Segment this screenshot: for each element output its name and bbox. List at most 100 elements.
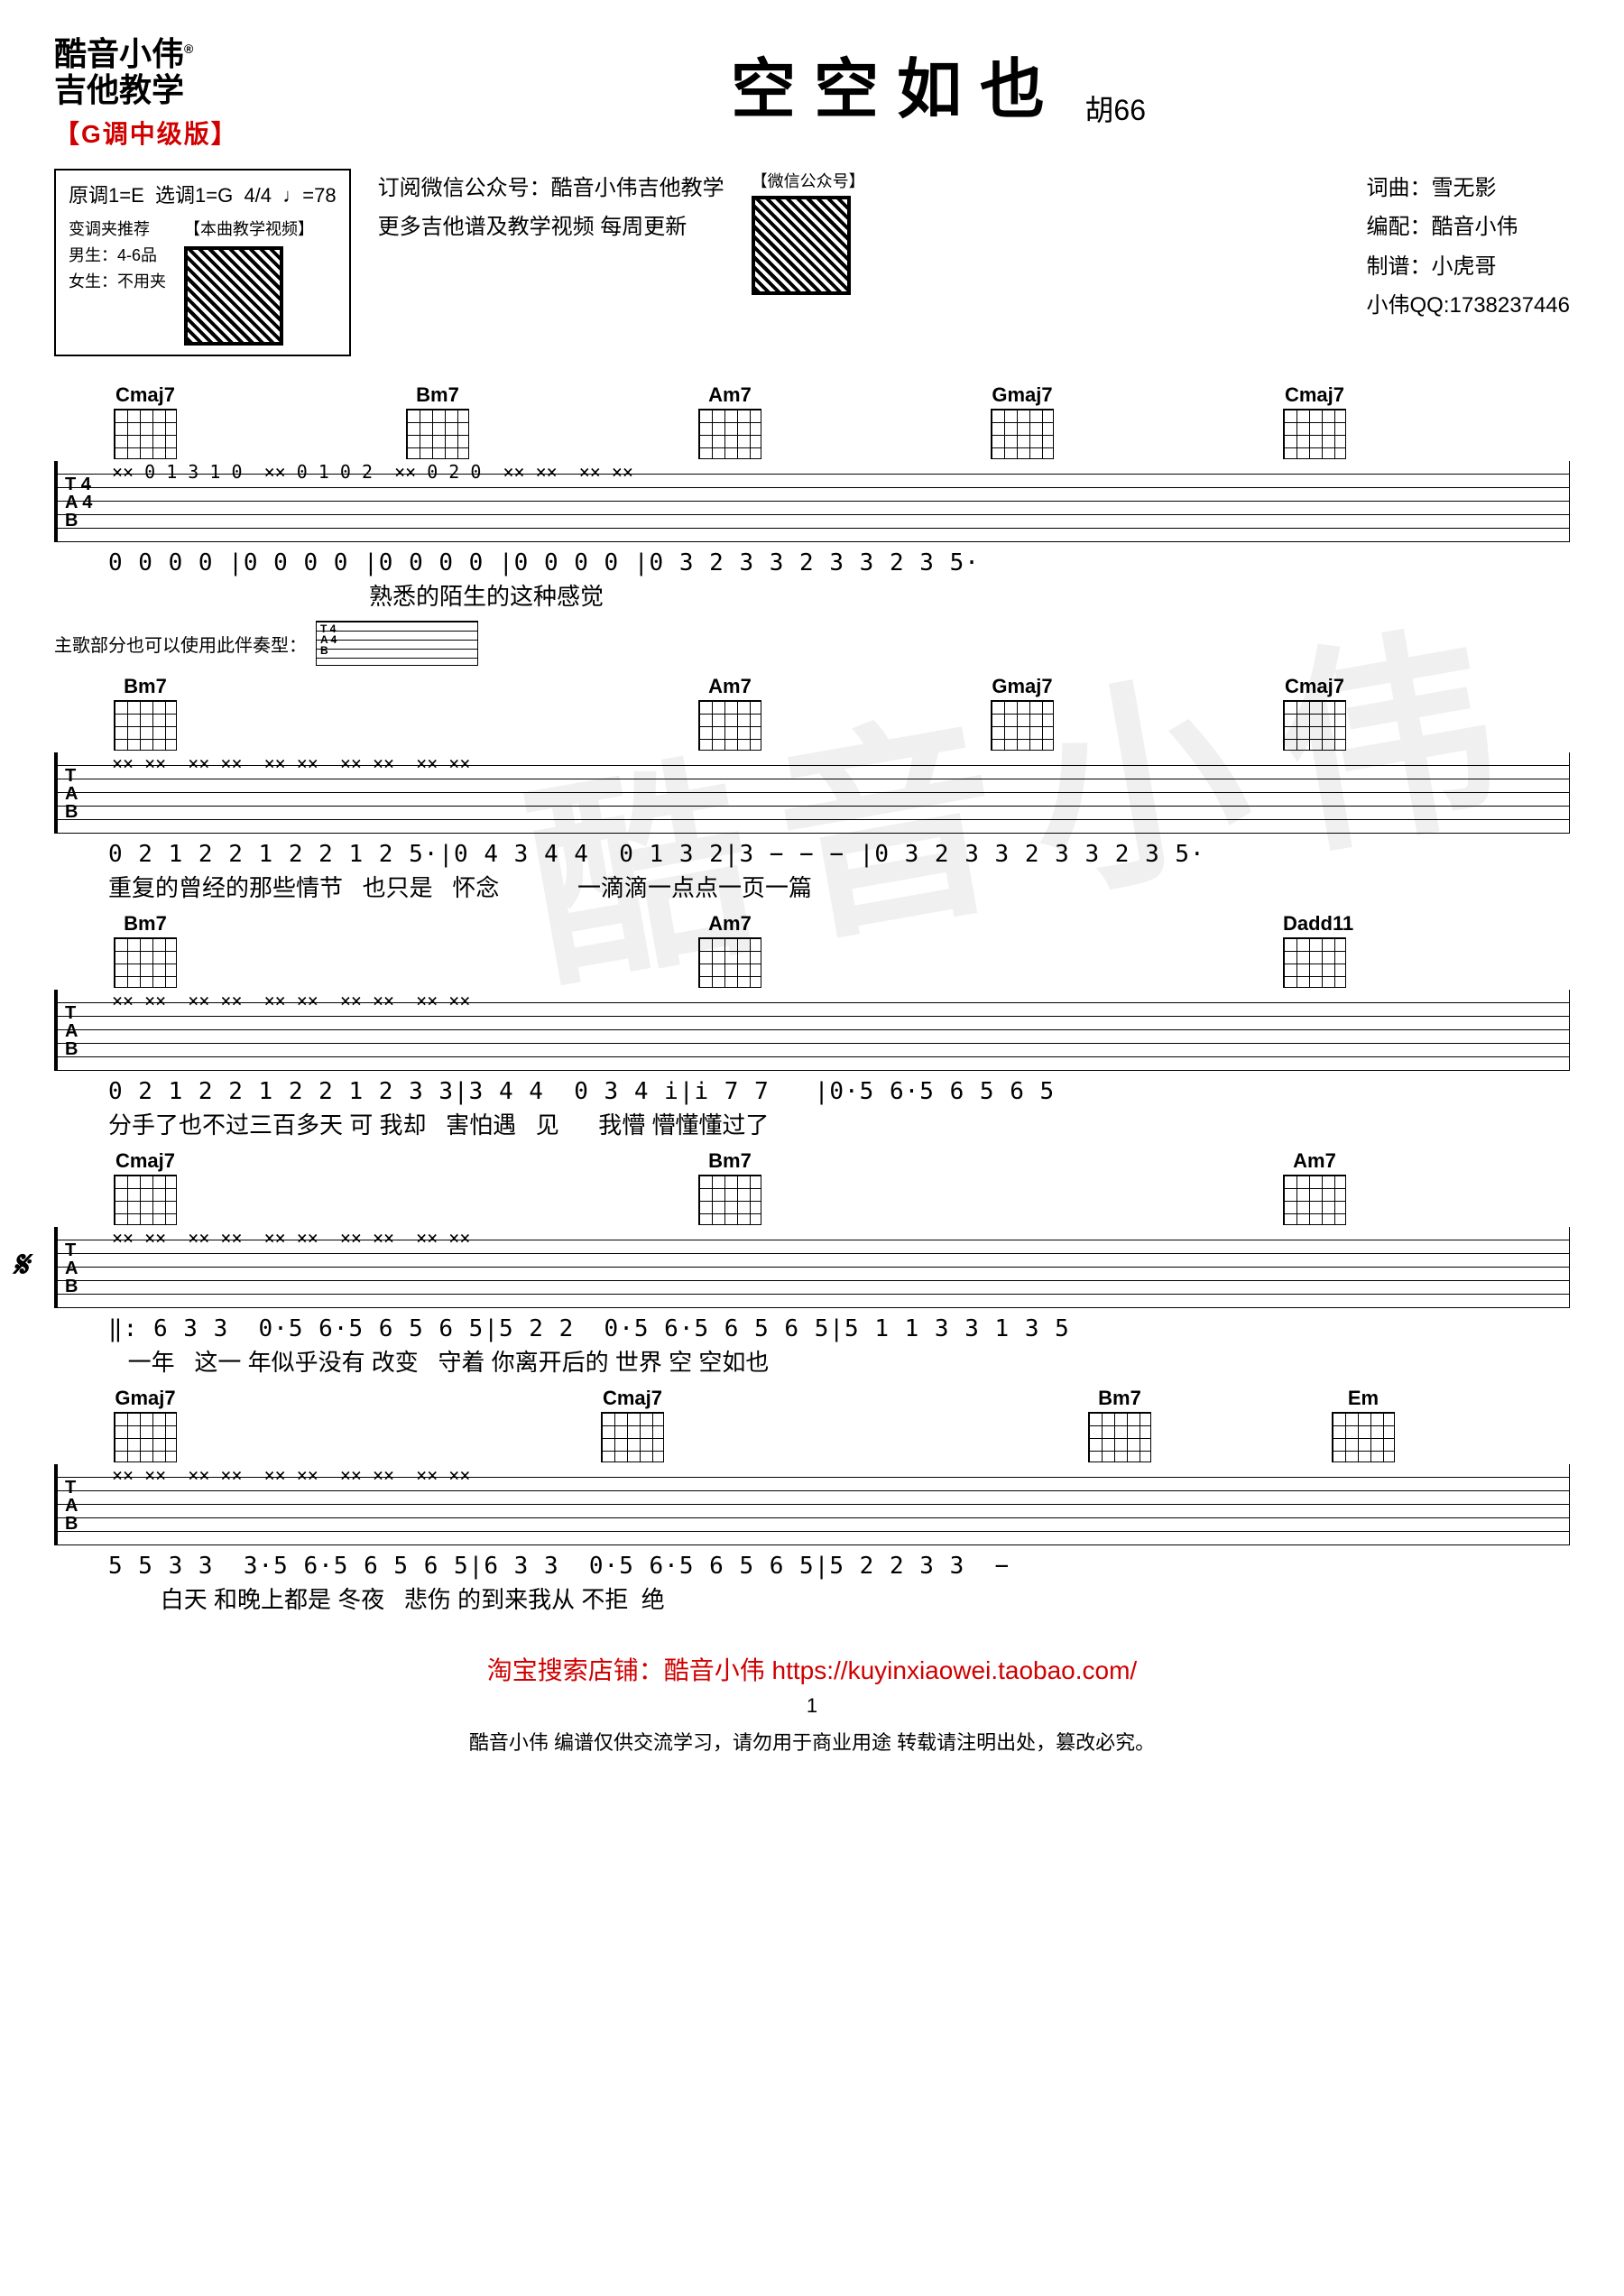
chord-diagram: Cmaj7 <box>114 383 177 459</box>
credit-lyrics: 词曲：雪无影 <box>1367 169 1570 207</box>
chord-name: Am7 <box>698 383 761 407</box>
chord-diagram: Bm7 <box>114 912 177 988</box>
chord-grid <box>114 1175 177 1225</box>
jianpu-line: 5 5 3 3 3·5 6·5 6 5 6 5|6 3 3 0·5 6·5 6 … <box>54 1553 1570 1580</box>
chord-name: Gmaj7 <box>114 1387 177 1410</box>
capo-female: 女生：不用夹 <box>69 269 166 295</box>
chord-grid <box>1283 937 1346 988</box>
time-sig: 4/4 <box>244 184 272 207</box>
chord-name: Bm7 <box>406 383 469 407</box>
chord-row: Cmaj7 Bm7 Am7 <box>54 1149 1570 1225</box>
chord-name: Dadd11 <box>1283 912 1353 936</box>
lyric-line: 分手了也不过三百多天 可 我却 害怕遇 见 我懵 懵懂懂过了 <box>54 1107 1570 1140</box>
chord-diagram: Am7 <box>698 912 761 988</box>
chord-name: Cmaj7 <box>114 1149 177 1173</box>
chord-name: Gmaj7 <box>991 675 1054 698</box>
capo-title: 变调夹推荐 <box>69 217 166 243</box>
tab-clef: T 4A 4B <box>65 475 92 530</box>
jianpu-line: 0 0 0 0 |0 0 0 0 |0 0 0 0 |0 0 0 0 |0 3 … <box>54 549 1570 576</box>
subscribe-line2: 更多吉他谱及教学视频 每周更新 <box>378 207 724 246</box>
lyric-line: 一年 这一 年似乎没有 改变 守着 你离开后的 世界 空 空如也 <box>54 1344 1570 1378</box>
credit-tab: 制谱：小虎哥 <box>1367 247 1570 286</box>
brand-line1: 酷音小伟 <box>54 35 184 72</box>
footer: 淘宝搜索店铺：酷音小伟 https://kuyinxiaowei.taobao.… <box>54 1651 1570 1756</box>
chord-row: Bm7 Am7 Dadd11 <box>54 912 1570 988</box>
brand-line2: 吉他教学 <box>54 72 307 108</box>
tablature-body: Cmaj7Bm7Am7Gmaj7Cmaj7T 4A 4B×× 0 1 3 1 0… <box>54 383 1570 1615</box>
info-bar: 原调1=E 选调1=G 4/4 ♩=78 变调夹推荐 男生：4-6品 女生：不用… <box>54 169 1570 356</box>
chord-diagram: Cmaj7 <box>601 1387 664 1462</box>
lyric-line: 白天 和晚上都是 冬夜 悲伤 的到来我从 不拒 绝 <box>54 1581 1570 1615</box>
wechat-qr-block: 【微信公众号】 <box>752 169 865 295</box>
chord-diagram: Bm7 <box>114 675 177 751</box>
chord-diagram: Gmaj7 <box>991 383 1054 459</box>
video-qr-label: 【本曲教学视频】 <box>184 217 314 243</box>
tab-system: Gmaj7 Cmaj7 Bm7 EmTAB×× ×× ×× ×× ×× ×× ×× ×… <box>54 1387 1570 1615</box>
chord-name: Bm7 <box>114 912 177 936</box>
chord-name: Am7 <box>698 912 761 936</box>
tab-clef: TAB <box>65 1479 78 1533</box>
subscribe-line1: 订阅微信公众号：酷音小伟吉他教学 <box>378 169 724 207</box>
chord-grid <box>114 409 177 459</box>
chord-grid <box>1332 1412 1395 1462</box>
chord-grid <box>114 1412 177 1462</box>
tab-notes: ×× ×× ×× ×× ×× ×× ×× ×× ×× ×× <box>58 1227 1569 1308</box>
chord-row: Gmaj7 Cmaj7 Bm7 Em <box>54 1387 1570 1462</box>
chord-diagram: Dadd11 <box>1283 912 1353 988</box>
chord-diagram: Am7 <box>698 675 761 751</box>
artist-name: 胡66 <box>1084 94 1146 126</box>
tab-notes: ×× ×× ×× ×× ×× ×× ×× ×× ×× ×× <box>58 990 1569 1071</box>
chord-grid <box>698 409 761 459</box>
brand-logo: 酷音小伟® 吉他教学 【G调中级版】 <box>54 36 307 151</box>
chord-name: Cmaj7 <box>601 1387 664 1410</box>
chord-diagram: Em <box>1332 1387 1395 1462</box>
chord-grid <box>1283 409 1346 459</box>
chord-grid <box>698 937 761 988</box>
jianpu-line: 0 2 1 2 2 1 2 2 1 2 5·|0 4 3 4 4 0 1 3 2… <box>54 841 1570 868</box>
tab-clef: TAB <box>65 767 78 821</box>
page-number: 1 <box>54 1694 1570 1718</box>
chord-name: Bm7 <box>114 675 177 698</box>
reg-mark: ® <box>184 41 193 56</box>
play-key: 选调1=G <box>155 184 233 207</box>
chord-diagram: Bm7 <box>698 1149 761 1225</box>
chord-grid <box>698 1175 761 1225</box>
chord-row: Cmaj7 Bm7 Am7 Gmaj7 Cmaj7 <box>54 383 1570 459</box>
tab-staff: TAB×× ×× ×× ×× ×× ×× ×× ×× ×× ×× <box>54 752 1570 834</box>
chord-diagram: Am7 <box>698 383 761 459</box>
chord-grid <box>698 700 761 751</box>
chord-grid <box>114 937 177 988</box>
chord-grid <box>991 409 1054 459</box>
credit-qq: 小伟QQ:1738237446 <box>1367 286 1570 325</box>
tab-staff: TAB×× ×× ×× ×× ×× ×× ×× ×× ×× ×× <box>54 1464 1570 1545</box>
chord-name: Gmaj7 <box>991 383 1054 407</box>
chord-grid <box>114 700 177 751</box>
chord-row: Bm7Am7Gmaj7Cmaj7 <box>54 675 1570 751</box>
chord-diagram: Bm7 <box>1088 1387 1151 1462</box>
jianpu-line: ‖: 6 3 3 0·5 6·5 6 5 6 5|5 2 2 0·5 6·5 6… <box>54 1315 1570 1342</box>
key-info-box: 原调1=E 选调1=G 4/4 ♩=78 变调夹推荐 男生：4-6品 女生：不用… <box>54 169 351 356</box>
capo-male: 男生：4-6品 <box>69 243 166 269</box>
tab-system: Cmaj7Bm7Am7TAB×× ×× ×× ×× ×× ×× ×× ×× ××… <box>54 1149 1570 1378</box>
video-qr-block: 【本曲教学视频】 <box>184 217 314 346</box>
song-title: 空空如也 <box>731 54 1063 126</box>
chord-grid <box>1283 1175 1346 1225</box>
capo-info: 变调夹推荐 男生：4-6品 女生：不用夹 <box>69 217 166 294</box>
wechat-qr-code <box>752 196 851 295</box>
chord-grid <box>1283 700 1346 751</box>
tab-staff: T 4A 4B×× 0 1 3 1 0 ×× 0 1 0 2 ×× 0 2 0 … <box>54 461 1570 542</box>
tempo: ♩=78 <box>282 184 336 207</box>
chord-diagram: Cmaj7 <box>114 1149 177 1225</box>
chord-diagram: Am7 <box>1283 1149 1346 1225</box>
tab-notes: ×× 0 1 3 1 0 ×× 0 1 0 2 ×× 0 2 0 ×× ×× ×… <box>58 461 1569 542</box>
chord-diagram: Cmaj7 <box>1283 383 1346 459</box>
shop-link: 淘宝搜索店铺：酷音小伟 https://kuyinxiaowei.taobao.… <box>54 1651 1570 1687</box>
lyric-line: 熟悉的陌生的这种感觉 <box>54 578 1570 612</box>
disclaimer: 酷音小伟 编谱仅供交流学习，请勿用于商业用途 转载请注明出处，篡改必究。 <box>54 1727 1570 1756</box>
lyric-line: 重复的曾经的那些情节 也只是 怀念 一滴滴一点点一页一篇 <box>54 870 1570 903</box>
credit-arrange: 编配：酷音小伟 <box>1367 207 1570 246</box>
chord-name: Cmaj7 <box>114 383 177 407</box>
tab-system: Bm7Am7Gmaj7Cmaj7TAB×× ×× ×× ×× ×× ×× ×× … <box>54 675 1570 903</box>
subscribe-info: 订阅微信公众号：酷音小伟吉他教学 更多吉他谱及教学视频 每周更新 <box>378 169 724 246</box>
wechat-qr-label: 【微信公众号】 <box>752 169 865 192</box>
